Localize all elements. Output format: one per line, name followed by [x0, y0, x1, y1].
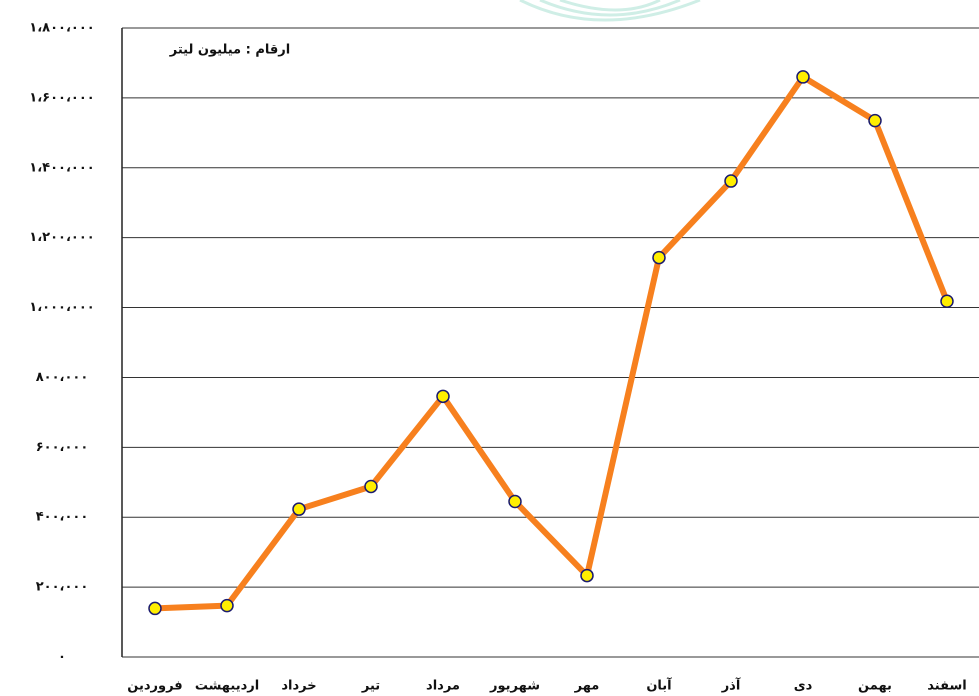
annotation: ارقام : میلیون لیتر: [169, 43, 290, 58]
x-tick-label: تیر: [361, 679, 380, 694]
y-tick-label: ۱،۲۰۰،۰۰۰: [29, 230, 94, 245]
x-tick-label: اردیبهشت: [195, 679, 259, 694]
x-tick-label: اسفند: [927, 679, 966, 694]
x-tick-label: خرداد: [281, 679, 316, 694]
marker: [652, 250, 666, 265]
grid: [122, 27, 979, 658]
y-tick-label: ۱،۶۰۰،۰۰۰: [29, 90, 94, 105]
x-tick-label: دی: [794, 679, 813, 694]
marker: [724, 174, 738, 188]
marker: [292, 502, 306, 516]
x-tick-label: شهریور: [489, 679, 540, 694]
x-tick-label: آبان: [646, 677, 672, 694]
x-tick-label: فروردین: [127, 679, 182, 694]
marker: [220, 598, 234, 613]
line: [154, 73, 950, 612]
x-tick-label: مرداد: [426, 679, 460, 694]
marker: [436, 389, 450, 404]
y-tick-label: ۱،۰۰۰،۰۰۰: [29, 300, 94, 315]
y-tick-label: ۴۰۰،۰۰۰: [36, 510, 89, 525]
y-tick-label: ۸۰۰،۰۰۰: [36, 370, 89, 385]
decoration: [519, 0, 701, 22]
y-tick-label: ۱،۴۰۰،۰۰۰: [29, 160, 94, 175]
marker: [868, 113, 882, 128]
marker: [148, 601, 162, 616]
x-tick-label: مهر: [574, 679, 600, 694]
y-tick-label: ۱،۸۰۰،۰۰۰: [29, 21, 94, 36]
marker: [364, 479, 378, 494]
y-tick-label: ۲۰۰،۰۰۰: [36, 580, 89, 595]
marker: [796, 70, 810, 84]
y-tick-label: ۶۰۰،۰۰۰: [36, 440, 89, 455]
x-tick-label: آذر: [721, 677, 741, 694]
marker: [580, 568, 594, 583]
marker: [508, 494, 522, 509]
x-tick-label: بهمن: [858, 679, 892, 694]
y-tick-label: ۰: [58, 650, 66, 665]
marker: [940, 294, 954, 309]
